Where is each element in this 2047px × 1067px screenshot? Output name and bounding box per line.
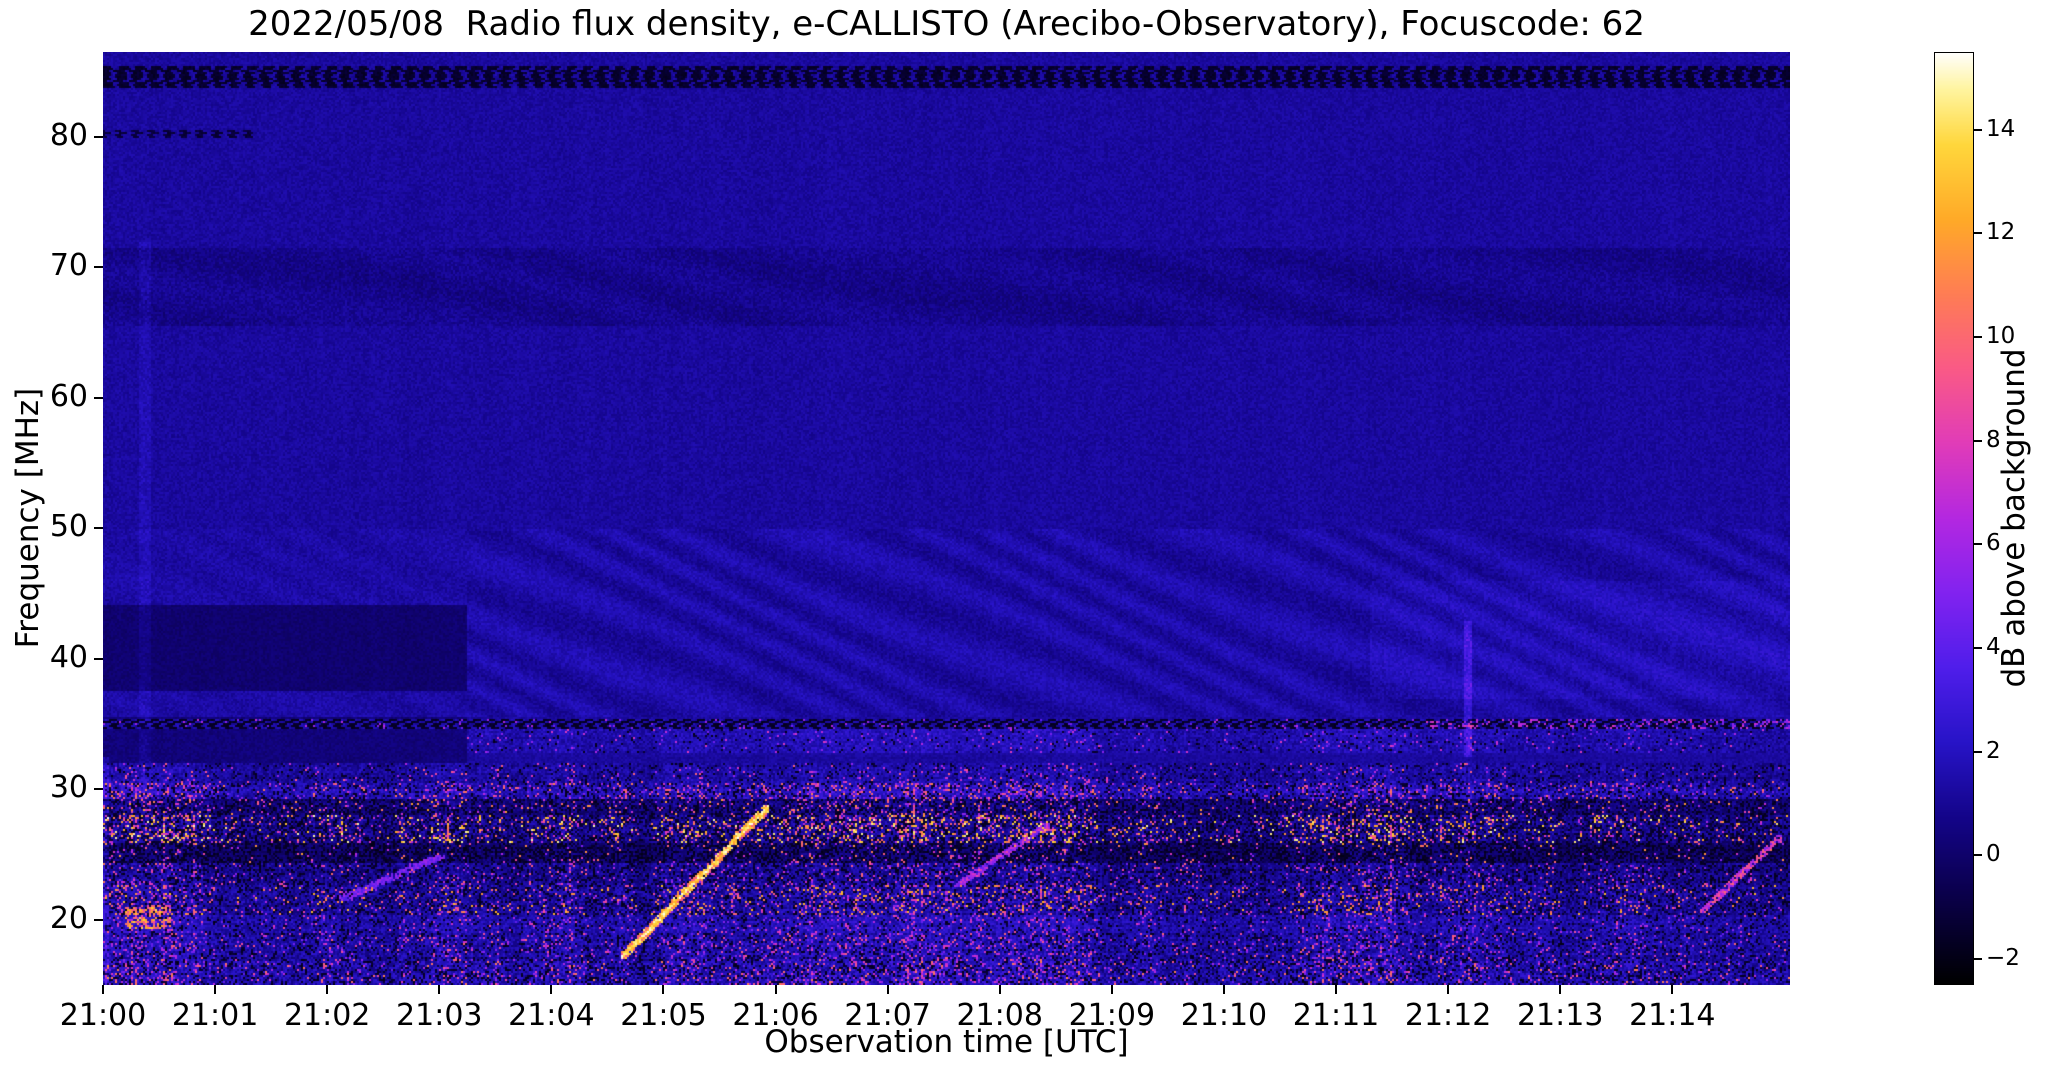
colorbar-tick-mark: [1974, 336, 1982, 339]
x-tick-mark: [998, 985, 1001, 994]
colorbar-tick-label: 6: [1986, 530, 2001, 557]
x-tick-mark: [102, 985, 104, 994]
x-tick-label: 21:14: [1629, 998, 1716, 1033]
colorbar-tick-mark: [1974, 439, 1982, 442]
colorbar-tick-mark: [1974, 128, 1982, 131]
x-tick-mark: [326, 985, 329, 994]
x-tick-label: 21:00: [59, 998, 147, 1033]
colorbar-tick-label: 0: [1986, 841, 2001, 868]
colorbar-tick-mark: [1974, 232, 1982, 235]
x-tick-mark: [550, 985, 553, 994]
x-tick-mark: [774, 985, 777, 994]
x-tick-label: 21:13: [1516, 998, 1604, 1033]
colorbar-tick-label: 2: [1986, 737, 2001, 764]
colorbar-tick-mark: [1974, 750, 1982, 753]
x-tick-mark: [214, 985, 217, 994]
x-tick-mark: [886, 985, 889, 994]
y-tick-mark: [94, 788, 103, 791]
colorbar-label: dB above background: [1996, 348, 2032, 688]
y-tick-label: 80: [49, 117, 88, 153]
colorbar-tick-label: 14: [1986, 115, 2016, 142]
x-tick-label: 21:06: [732, 998, 819, 1033]
x-tick-label: 21:03: [396, 998, 483, 1033]
x-tick-mark: [438, 985, 441, 994]
colorbar-tick-label: 4: [1986, 634, 2001, 661]
x-tick-label: 21:09: [1068, 998, 1156, 1033]
x-tick-label: 21:01: [171, 998, 259, 1033]
chart-title: 2022/05/08 Radio flux density, e-CALLIST…: [248, 4, 1645, 44]
x-tick-label: 21:08: [956, 998, 1043, 1033]
y-tick-label: 70: [49, 248, 88, 284]
spectrogram-canvas: [103, 52, 1790, 985]
y-tick-mark: [94, 657, 103, 660]
x-tick-mark: [1447, 985, 1450, 994]
colorbar-tick-label: 12: [1986, 219, 2016, 246]
y-tick-label: 20: [49, 900, 88, 936]
y-tick-mark: [94, 918, 103, 921]
colorbar-tick-mark: [1974, 543, 1982, 546]
colorbar-tick-label: −2: [1986, 945, 2020, 972]
x-tick-mark: [1559, 985, 1562, 994]
colorbar: [1934, 52, 1974, 985]
y-tick-mark: [94, 266, 103, 269]
x-axis-label: Observation time [UTC]: [764, 1024, 1129, 1060]
colorbar-tick-label: 10: [1986, 323, 2016, 350]
x-tick-label: 21:04: [508, 998, 595, 1033]
x-tick-mark: [1671, 985, 1674, 994]
y-tick-label: 40: [49, 639, 88, 675]
colorbar-tick-mark: [1974, 647, 1982, 650]
x-tick-label: 21:12: [1404, 998, 1492, 1033]
y-tick-mark: [94, 135, 103, 138]
y-tick-label: 30: [49, 770, 88, 806]
y-tick-label: 50: [49, 509, 88, 545]
x-tick-mark: [1222, 985, 1225, 994]
x-tick-mark: [1110, 985, 1113, 994]
x-tick-label: 21:11: [1292, 998, 1380, 1033]
y-tick-mark: [94, 527, 103, 530]
x-tick-label: 21:10: [1180, 998, 1268, 1033]
x-tick-mark: [662, 985, 665, 994]
y-tick-mark: [94, 396, 103, 399]
y-tick-label: 60: [49, 378, 88, 414]
x-tick-mark: [1335, 985, 1338, 994]
colorbar-tick-label: 8: [1986, 426, 2001, 453]
x-tick-label: 21:05: [620, 998, 707, 1033]
x-tick-label: 21:02: [283, 998, 371, 1033]
x-tick-label: 21:07: [844, 998, 931, 1033]
colorbar-tick-mark: [1974, 854, 1982, 857]
colorbar-tick-mark: [1974, 958, 1982, 961]
